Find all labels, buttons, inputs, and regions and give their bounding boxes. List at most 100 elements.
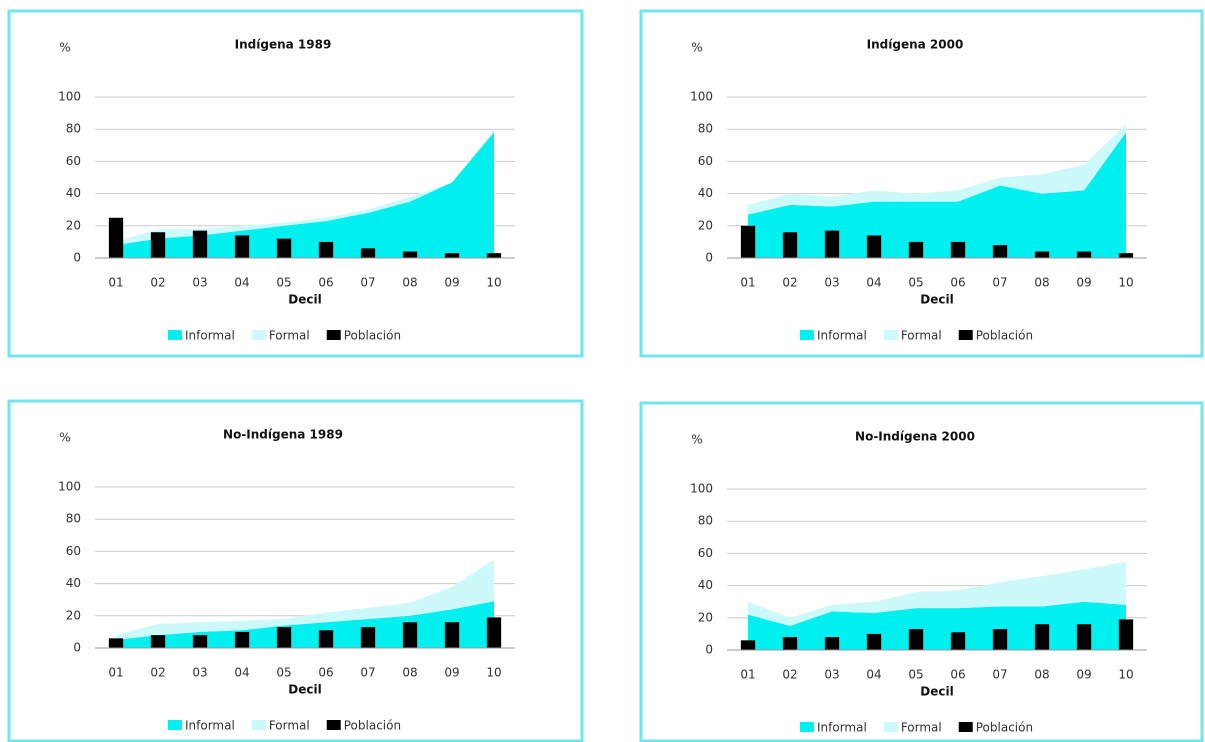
bar [1076,251,1092,258]
bar [276,627,292,648]
area [748,124,1126,215]
area [748,601,1126,650]
y-tick-label: 40 [698,186,713,200]
chart-panel: No-Indígena 1989% 0 20 40 60 80 100 01 02 03 04 05 0… [7,399,584,742]
y-tick-label: 20 [66,608,81,622]
x-tick-label: 08 [1034,276,1049,290]
x-tick-label: 08 [1034,668,1049,682]
legend-swatch [883,722,898,732]
legend-label: Formal [901,721,942,735]
bar [992,245,1008,258]
x-tick-label: 09 [1076,668,1091,682]
y-axis-label: % [59,41,70,55]
bar [866,235,882,258]
chart-panel: No-Indígena 2000% 0 20 40 60 80 100 01 02 03 04 05 0… [639,401,1204,742]
x-tick-label: 04 [234,276,249,290]
legend-label: Formal [901,329,942,343]
legend-swatch [168,330,182,340]
y-tick-label: 40 [66,186,81,200]
y-tick-label: 0 [73,641,81,655]
area [748,132,1126,258]
legend-swatch [800,722,814,732]
x-tick-label: 01 [740,668,755,682]
area [116,132,494,258]
x-tick-label: 09 [1076,276,1091,290]
y-tick-label: 80 [698,122,713,136]
x-tick-label: 10 [486,666,501,680]
x-tick-label: 10 [486,276,501,290]
chart-title: Indígena 1989 [235,38,332,52]
bar [234,235,250,258]
chart-title: No-Indígena 2000 [855,430,975,444]
x-tick-label: 06 [318,666,333,680]
x-tick-label: 03 [192,666,207,680]
y-tick-label: 20 [698,218,713,232]
legend-label: Población [344,719,401,733]
x-tick-label: 02 [150,666,165,680]
bar [866,633,882,650]
bar [992,629,1008,650]
x-tick-label: 10 [1118,668,1133,682]
y-tick-label: 40 [698,578,713,592]
bar [1076,624,1092,650]
x-tick-label: 09 [444,276,459,290]
x-tick-label: 04 [234,666,249,680]
x-axis-label: Decil [288,683,321,697]
bar [824,230,840,258]
legend-swatch [251,330,266,340]
x-tick-label: 03 [824,668,839,682]
y-tick-label: 100 [690,90,713,104]
bar [402,622,418,648]
x-tick-label: 07 [992,276,1007,290]
x-tick-label: 06 [950,276,965,290]
x-tick-label: 05 [908,276,923,290]
bar [1034,251,1050,258]
y-axis-label: % [691,433,702,447]
x-tick-label: 04 [866,668,881,682]
x-tick-label: 04 [866,276,881,290]
area [116,601,494,648]
legend-swatch [251,720,266,730]
x-tick-label: 07 [992,668,1007,682]
y-tick-label: 60 [66,544,81,558]
x-tick-label: 01 [108,276,123,290]
bar [908,241,924,258]
x-tick-label: 07 [360,276,375,290]
legend-swatch [883,330,898,340]
y-tick-label: 0 [73,251,81,265]
bar [318,630,334,648]
bar [108,638,124,648]
y-tick-label: 100 [58,480,81,494]
y-axis-label: % [691,41,702,55]
legend-label: Informal [185,719,235,733]
bar [908,629,924,650]
bar [486,253,502,258]
legend-label: Población [976,721,1033,735]
chart-panel: Indígena 1989% 0 20 40 60 80 100 01 02 03 04 05 06 07… [7,9,584,358]
bar [740,225,756,258]
bar [402,251,418,258]
y-tick-label: 20 [698,610,713,624]
x-tick-label: 01 [740,276,755,290]
y-tick-label: 80 [66,512,81,526]
x-tick-label: 03 [192,276,207,290]
x-tick-label: 07 [360,666,375,680]
x-tick-label: 02 [150,276,165,290]
y-tick-label: 0 [705,251,713,265]
bar [950,241,966,258]
legend-swatch [168,720,182,730]
y-axis-label: % [59,431,70,445]
bar [1118,619,1134,650]
y-tick-label: 100 [690,482,713,496]
bar [1118,253,1134,258]
y-tick-label: 80 [66,122,81,136]
chart-panel: Indígena 2000% 0 20 40 60 80 100 01 02 03 04 05 06 07… [639,9,1204,358]
x-tick-label: 03 [824,276,839,290]
legend-swatch [326,330,341,340]
x-tick-label: 02 [782,276,797,290]
bar [360,248,376,258]
x-tick-label: 05 [276,666,291,680]
legend-swatch [326,720,341,730]
bar [192,635,208,648]
bar [1034,624,1050,650]
